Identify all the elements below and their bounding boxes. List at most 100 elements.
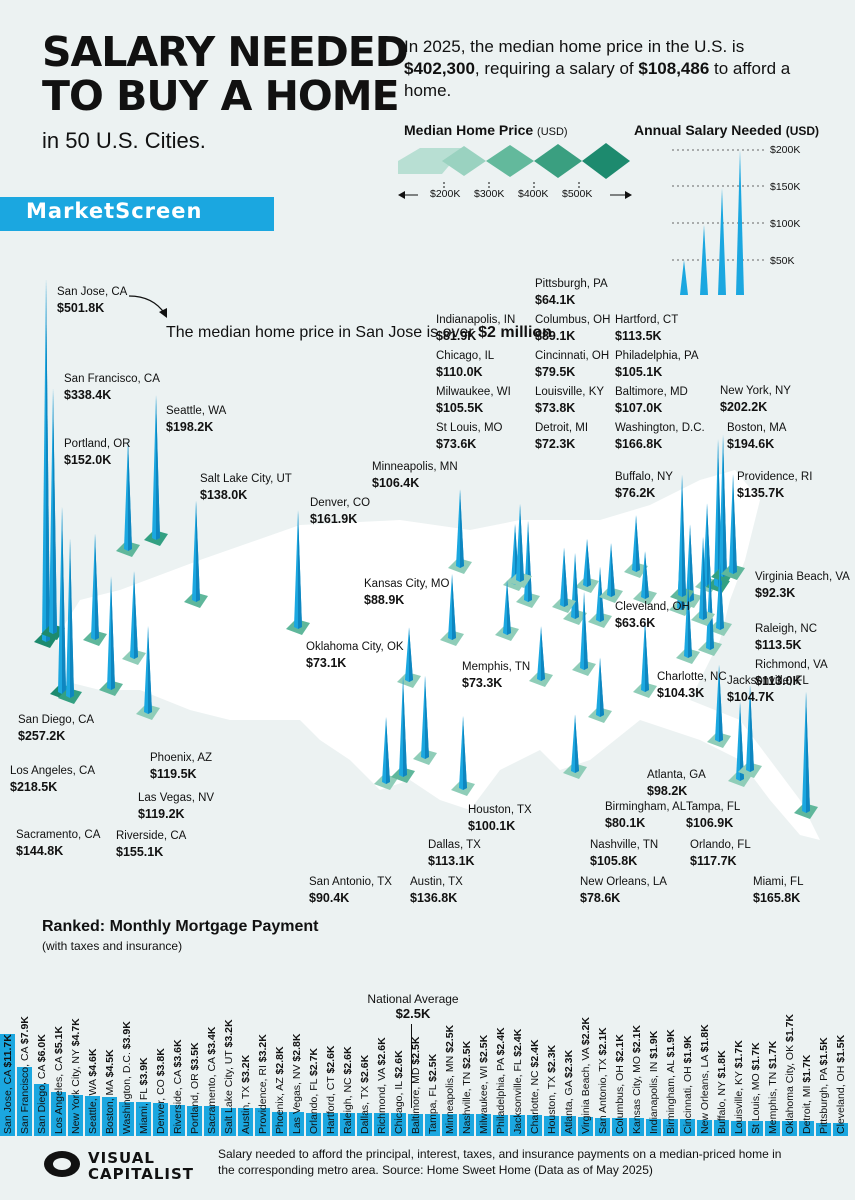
ranked-city-charlotte-nc: Charlotte, NC bbox=[529, 1067, 541, 1134]
city-name-hartford-ct: Hartford, CT bbox=[615, 314, 679, 326]
city-name-austin-tx: Austin, TX bbox=[410, 876, 463, 888]
spike-shade-austin-tx bbox=[403, 676, 407, 777]
ranked-city-richmond-va: Richmond, VA bbox=[376, 1065, 388, 1134]
ranked-payment-houston-tx: $2.3K bbox=[546, 1044, 558, 1073]
ranked-city-atlanta-ga: Atlanta, GA bbox=[563, 1077, 575, 1134]
legend-arrow-left-head bbox=[398, 191, 405, 199]
ranked-city-new-orleans-la: New Orleans, LA bbox=[699, 1052, 711, 1134]
ranked-label-text-san-jose-ca: San Jose, CA $11.7K bbox=[1, 1034, 15, 1134]
legend-salary-title-text: Annual Salary Needed bbox=[634, 122, 782, 138]
ranked-bar-milwaukee-wi bbox=[476, 1114, 491, 1136]
ranked-bar-austin-tx bbox=[238, 1108, 253, 1136]
ranked-label-text-providence-ri: Providence, RI $3.2K bbox=[256, 1034, 270, 1134]
ranked-bar-virginia-beach-va bbox=[578, 1117, 593, 1136]
ranked-bar-birmingham-al bbox=[663, 1119, 678, 1136]
legend-spike-2 bbox=[700, 225, 708, 295]
city-salary-detroit-mi: $72.3K bbox=[535, 437, 576, 451]
ranked-bar-new-orleans-la bbox=[697, 1120, 712, 1136]
ranked-bar-washington-d-c bbox=[119, 1102, 134, 1136]
city-salary-cleveland-oh: $63.6K bbox=[615, 616, 656, 630]
ranked-city-nashville-tn: Nashville, TN bbox=[461, 1068, 473, 1134]
city-name-chicago-il: Chicago, IL bbox=[436, 350, 495, 362]
ranked-payment-portland-or: $3.5K bbox=[189, 1042, 201, 1071]
ranked-label-text-louisville-ky: Louisville, KY $1.7K bbox=[732, 1040, 746, 1134]
ranked-bar-atlanta-ga bbox=[561, 1116, 576, 1136]
ranked-bar-riverside-ca bbox=[170, 1105, 185, 1136]
ranked-label-text-phoenix-az: Phoenix, AZ $2.8K bbox=[273, 1046, 287, 1134]
city-salary-louisville-ky: $73.8K bbox=[535, 401, 576, 415]
ranked-payment-phoenix-az: $2.8K bbox=[274, 1046, 286, 1075]
ranked-city-san-jose-ca: San Jose, CA bbox=[2, 1067, 14, 1134]
ranked-bar-raleigh-nc bbox=[340, 1113, 355, 1136]
ranked-payment-milwaukee-wi: $2.5K bbox=[478, 1034, 490, 1063]
city-name-philadelphia-pa: Philadelphia, PA bbox=[615, 350, 699, 362]
spike-shade-miami-fl bbox=[806, 691, 810, 813]
ranked-payment-san-diego-ca: $6.0K bbox=[36, 1034, 48, 1063]
city-salary-orlando-fl: $117.7K bbox=[690, 854, 737, 868]
ranked-label-text-new-york-city-ny: New York City, NY $4.7K bbox=[69, 1018, 83, 1134]
ranked-payment-salt-lake-city-ut: $3.2K bbox=[223, 1019, 235, 1048]
city-name-baltimore-md: Baltimore, MD bbox=[615, 386, 688, 398]
city-salary-providence-ri: $135.7K bbox=[737, 486, 785, 500]
city-name-seattle-wa: Seattle, WA bbox=[166, 405, 227, 417]
spike-shade-jacksonville-fl bbox=[719, 664, 723, 742]
ranked-bar-baltimore-md bbox=[408, 1114, 423, 1136]
ranked-bar-houston-tx bbox=[544, 1116, 559, 1136]
ranked-city-virginia-beach-va: Virginia Beach, VA bbox=[580, 1045, 592, 1134]
ranked-label-text-riverside-ca: Riverside, CA $3.6K bbox=[171, 1039, 185, 1134]
city-salary-austin-tx: $136.8K bbox=[410, 891, 458, 905]
city-salary-richmond-va: $113.0K bbox=[755, 674, 802, 688]
city-name-atlanta-ga: Atlanta, GA bbox=[647, 769, 706, 781]
city-name-riverside-ca: Riverside, CA bbox=[116, 830, 187, 842]
title-line-2: TO BUY A HOME bbox=[42, 72, 400, 120]
intro-part-1: In 2025, the median home price in the U.… bbox=[404, 37, 745, 56]
legend-salary-unit: (USD) bbox=[785, 124, 820, 138]
ranked-label-text-houston-tx: Houston, TX $2.3K bbox=[545, 1045, 559, 1134]
city-salary-denver-co: $161.9K bbox=[310, 512, 358, 526]
legend-diamond-1 bbox=[398, 148, 464, 174]
ranked-label-text-kansas-city-mo: Kansas City, MO $2.1K bbox=[630, 1025, 644, 1134]
ranked-label-text-dallas-tx: Dallas, TX $2.6K bbox=[358, 1055, 372, 1134]
salary-tick-200: $200K bbox=[770, 144, 801, 156]
spike-shade-st-louis-mo bbox=[507, 580, 511, 635]
national-average-value: $2.5K bbox=[395, 1006, 431, 1021]
ranked-bar-columbus-oh bbox=[612, 1118, 627, 1136]
city-name-portland-or: Portland, OR bbox=[64, 438, 131, 450]
ranked-city-raleigh-nc: Raleigh, NC bbox=[342, 1074, 354, 1134]
city-name-orlando-fl: Orlando, FL bbox=[690, 839, 751, 851]
ranked-label-text-los-angeles-ca: Los Angeles, CA $5.1K bbox=[52, 1026, 66, 1134]
ranked-bar-phoenix-az bbox=[272, 1112, 287, 1136]
ranked-bar-minneapolis-mn bbox=[442, 1114, 457, 1136]
ranked-payment-baltimore-md: $2.5K bbox=[410, 1036, 422, 1065]
ranked-bar-cleveland-oh bbox=[833, 1123, 848, 1136]
ranked-payment-virginia-beach-va: $2.2K bbox=[580, 1017, 592, 1046]
ranked-label-text-sacramento-ca: Sacramento, CA $3.4K bbox=[205, 1027, 219, 1134]
spike-shade-birmingham-al bbox=[600, 657, 604, 717]
legend-salary-title: Annual Salary Needed (USD) bbox=[634, 122, 819, 138]
ranked-city-phoenix-az: Phoenix, AZ bbox=[274, 1074, 286, 1134]
spike-shade-virginia-beach-va bbox=[720, 561, 724, 630]
ranked-payment-cleveland-oh: $1.5K bbox=[835, 1034, 847, 1063]
note-text: The median home price in San Jose is ove… bbox=[166, 324, 479, 341]
spike-shade-san-antonio-tx bbox=[386, 716, 390, 784]
ranked-city-birmingham-al: Birmingham, AL bbox=[665, 1057, 677, 1134]
city-name-san-antonio-tx: San Antonio, TX bbox=[309, 876, 392, 888]
city-salary-seattle-wa: $198.2K bbox=[166, 420, 214, 434]
ranked-bar-miami-fl bbox=[136, 1102, 151, 1136]
ranked-label-text-oklahoma-city-ok: Oklahoma City, OK $1.7K bbox=[783, 1014, 797, 1134]
city-name-raleigh-nc: Raleigh, NC bbox=[755, 623, 817, 635]
ranked-label-text-austin-tx: Austin, TX $3.2K bbox=[239, 1055, 253, 1134]
spike-shade-kansas-city-mo bbox=[452, 573, 456, 640]
ranked-payment-st-louis-mo: $1.7K bbox=[750, 1042, 762, 1071]
price-tick-300: $300K bbox=[474, 188, 505, 200]
spike-shade-raleigh-nc bbox=[710, 566, 714, 650]
intro-salary: $108,486 bbox=[638, 59, 710, 78]
ranked-city-san-francisco-ca: San Francisco, CA bbox=[19, 1044, 31, 1134]
city-name-cincinnati-oh: Cincinnati, OH bbox=[535, 350, 610, 362]
city-name-minneapolis-mn: Minneapolis, MN bbox=[372, 461, 458, 473]
spike-shade-charlotte-nc bbox=[688, 580, 692, 658]
visual-capitalist-logo: VISUAL CAPITALIST bbox=[88, 1150, 194, 1182]
ranked-city-louisville-ky: Louisville, KY bbox=[733, 1068, 745, 1134]
ranked-payment-buffalo-ny: $1.8K bbox=[716, 1050, 728, 1079]
note-value: $2 million bbox=[478, 324, 552, 341]
